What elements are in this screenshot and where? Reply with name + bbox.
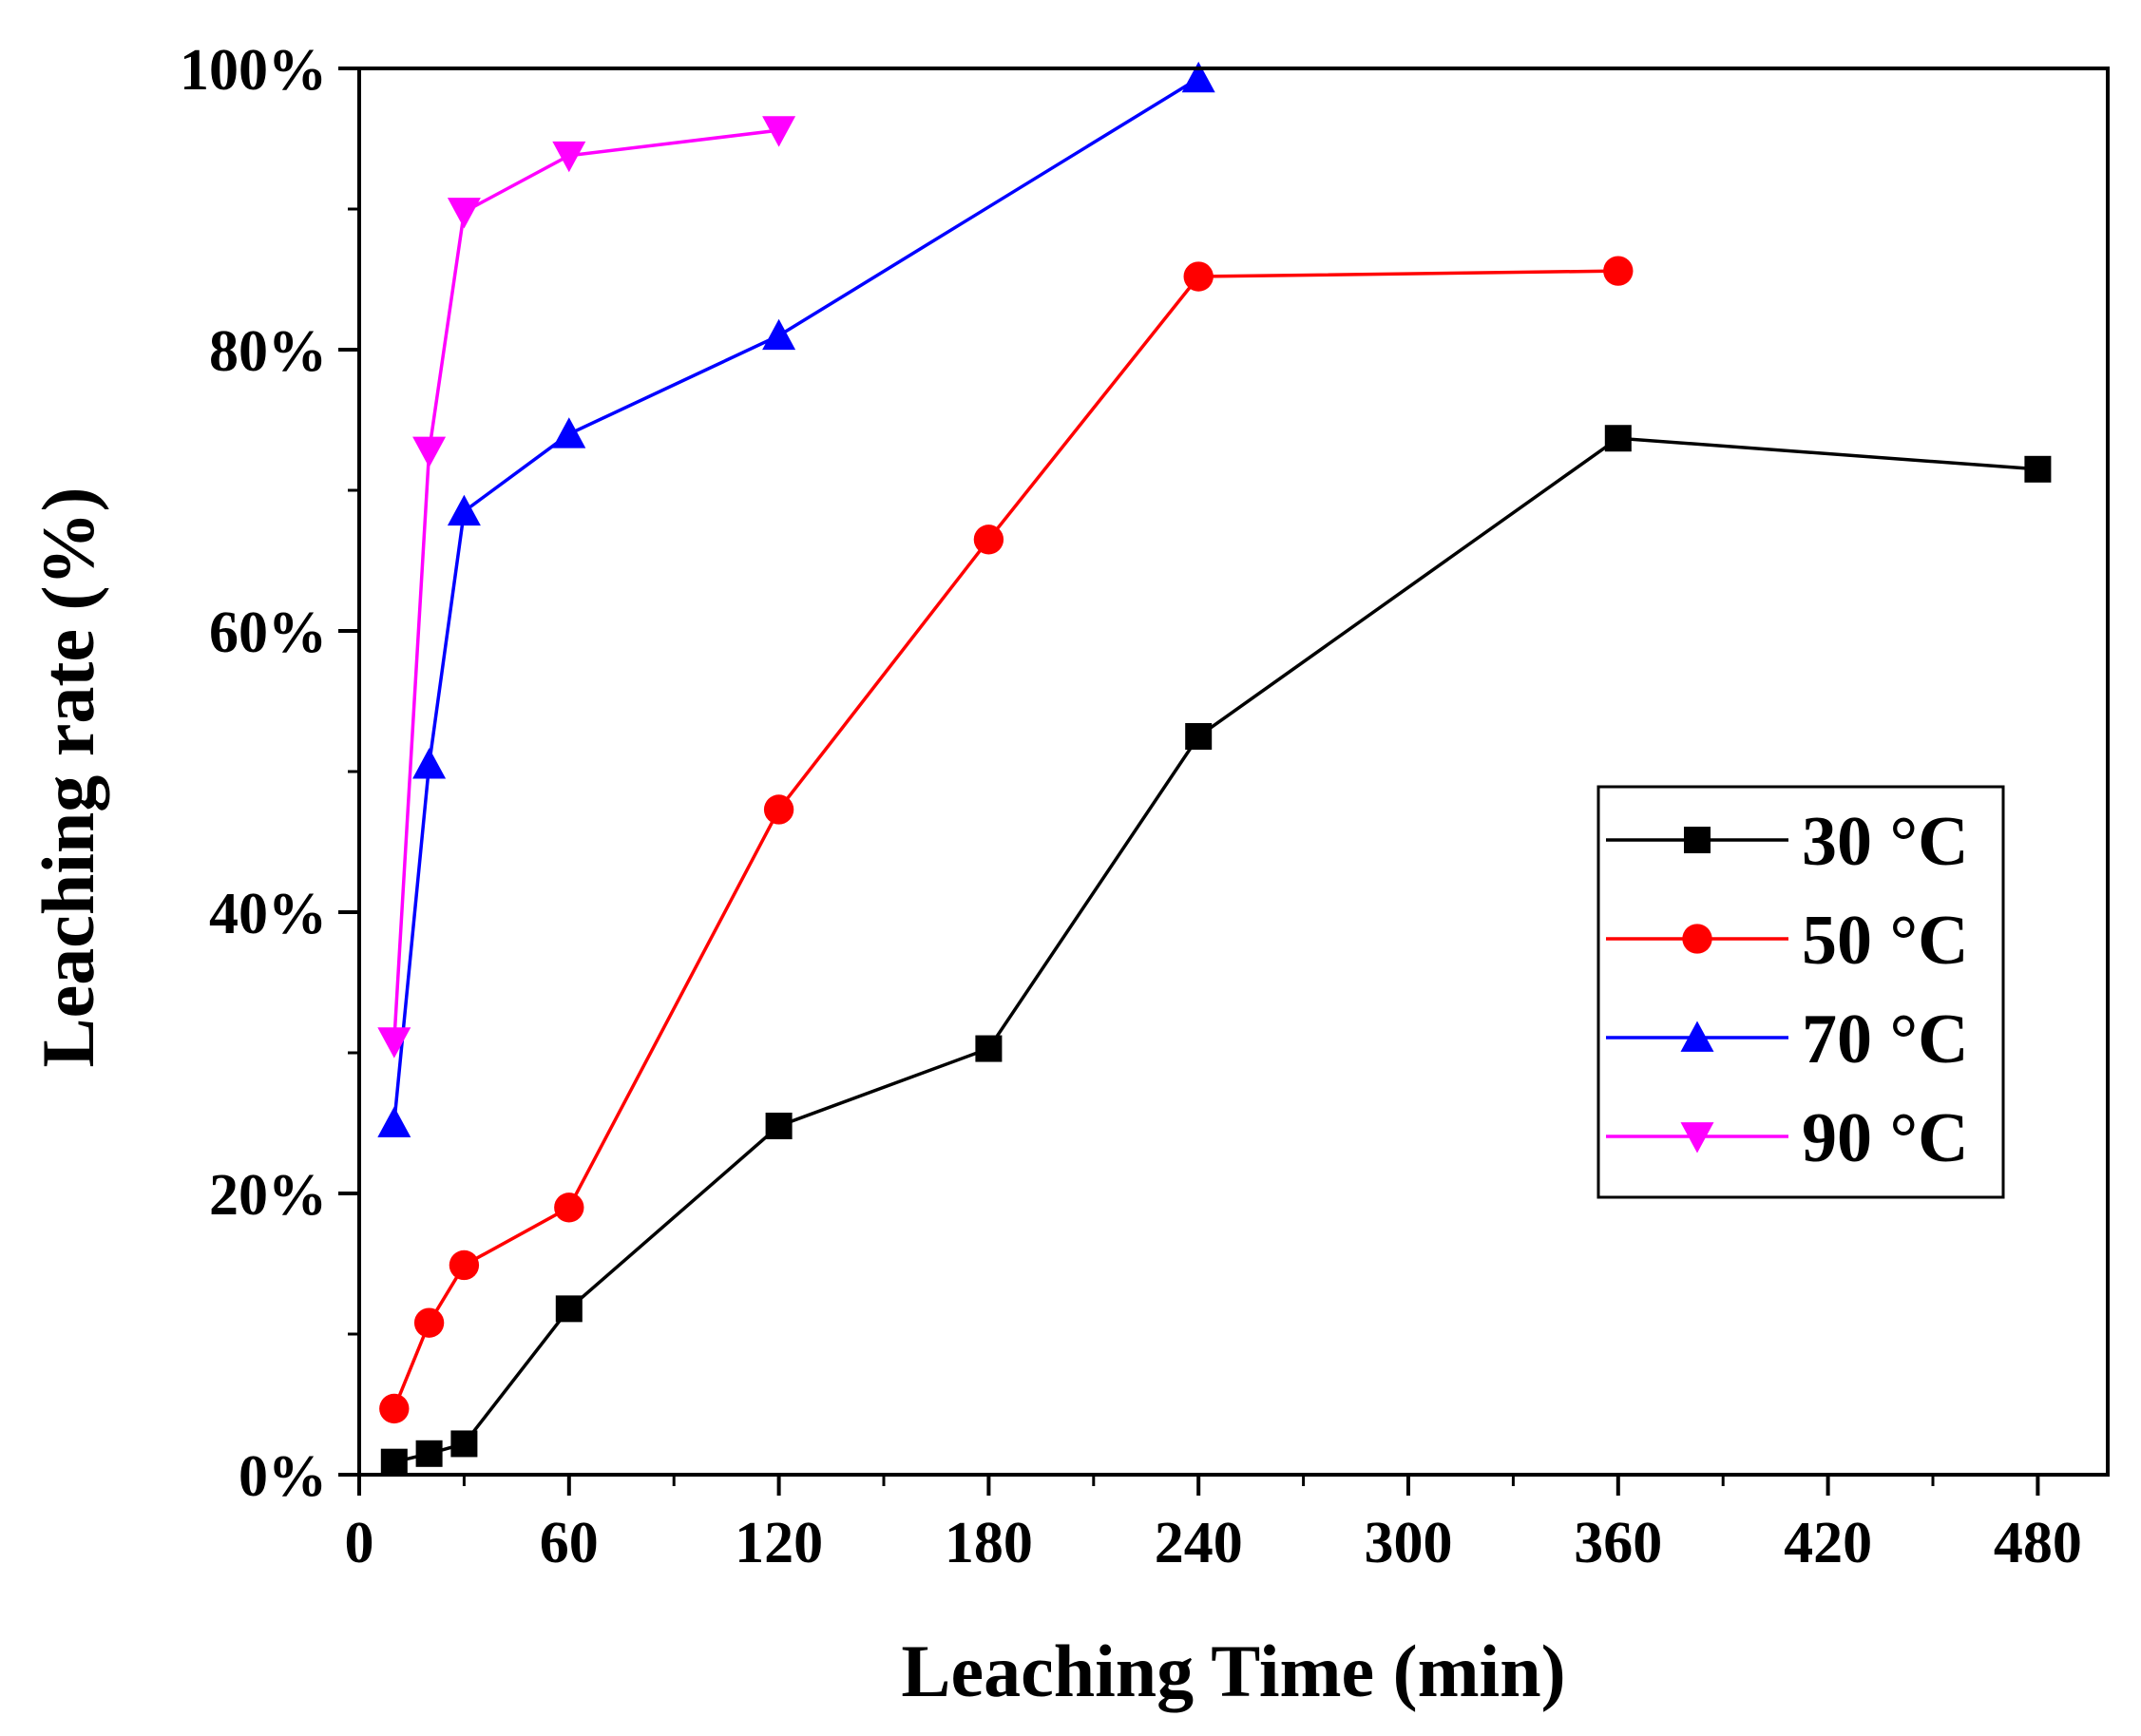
legend-box — [1596, 785, 2005, 1199]
data-point-50C-2 — [449, 1250, 480, 1281]
legend-label-50C: 50 °C — [1802, 902, 1969, 980]
legend-marker-50C — [1682, 924, 1712, 954]
data-point-50C-3 — [554, 1192, 584, 1223]
x-tick-label-2: 120 — [735, 1511, 823, 1575]
legend-marker-70C — [1680, 1021, 1714, 1052]
x-tick-label-1: 60 — [540, 1511, 599, 1575]
y-tick-label-1: 20% — [209, 1163, 327, 1228]
data-point-30C-2 — [450, 1430, 478, 1458]
data-point-70C-5 — [1181, 61, 1215, 93]
data-point-50C-5 — [973, 525, 1004, 555]
data-point-30C-5 — [975, 1035, 1003, 1062]
y-tick-label-2: 40% — [209, 882, 327, 946]
data-point-90C-4 — [762, 116, 796, 147]
y-tick-label-5: 100% — [180, 38, 327, 103]
legend-marker-90C — [1680, 1122, 1714, 1154]
x-tick-label-5: 300 — [1365, 1511, 1453, 1575]
x-tick-label-7: 420 — [1784, 1511, 1872, 1575]
data-point-50C-4 — [763, 794, 794, 825]
data-point-50C-1 — [413, 1307, 445, 1338]
legend-marker-30C — [1684, 827, 1711, 853]
legend-label-70C: 70 °C — [1802, 1001, 1969, 1078]
data-point-90C-0 — [377, 1027, 411, 1059]
legend: 30 °C 50 °C 70 °C 90 °C — [1596, 785, 2005, 1199]
y-tick-label-0: 0% — [239, 1444, 327, 1509]
plot-area — [377, 61, 2052, 1476]
data-point-90C-1 — [412, 436, 447, 468]
x-tick-label-0: 0 — [345, 1511, 374, 1575]
data-point-30C-8 — [2024, 455, 2052, 483]
data-point-30C-4 — [765, 1112, 793, 1139]
data-point-30C-7 — [1604, 425, 1632, 452]
x-tick-label-8: 480 — [1994, 1511, 2082, 1575]
y-tick-label-3: 60% — [209, 601, 327, 665]
x-axis-title: Leaching Time (min) — [901, 1630, 1565, 1712]
data-point-70C-4 — [762, 318, 796, 351]
data-point-30C-0 — [380, 1448, 408, 1476]
legend-label-90C: 90 °C — [1802, 1099, 1969, 1177]
data-point-90C-2 — [447, 198, 481, 229]
data-point-30C-6 — [1185, 723, 1213, 750]
x-tick-label-3: 180 — [945, 1511, 1033, 1575]
axes: 0 60 120 180 240 300 360 420 480 0% 20% 40% 60% 80% 10… — [180, 38, 2110, 1575]
data-point-90C-3 — [552, 141, 586, 173]
data-point-30C-3 — [555, 1295, 583, 1323]
series-line-70C — [392, 76, 1200, 1124]
x-tick-label-4: 240 — [1155, 1511, 1243, 1575]
series-line-90C — [392, 128, 779, 1042]
data-point-50C-6 — [1183, 261, 1214, 292]
data-point-30C-1 — [415, 1440, 443, 1467]
y-tick-label-4: 80% — [209, 319, 327, 384]
data-point-70C-3 — [552, 417, 586, 448]
data-point-70C-1 — [412, 748, 447, 779]
y-axis-title: Leaching rate (%) — [27, 487, 109, 1068]
data-point-50C-7 — [1603, 256, 1634, 286]
data-point-70C-2 — [447, 494, 481, 526]
legend-label-30C: 30 °C — [1802, 803, 1969, 881]
data-point-50C-0 — [379, 1393, 410, 1424]
data-point-70C-0 — [377, 1106, 411, 1137]
x-tick-label-6: 360 — [1574, 1511, 1662, 1575]
